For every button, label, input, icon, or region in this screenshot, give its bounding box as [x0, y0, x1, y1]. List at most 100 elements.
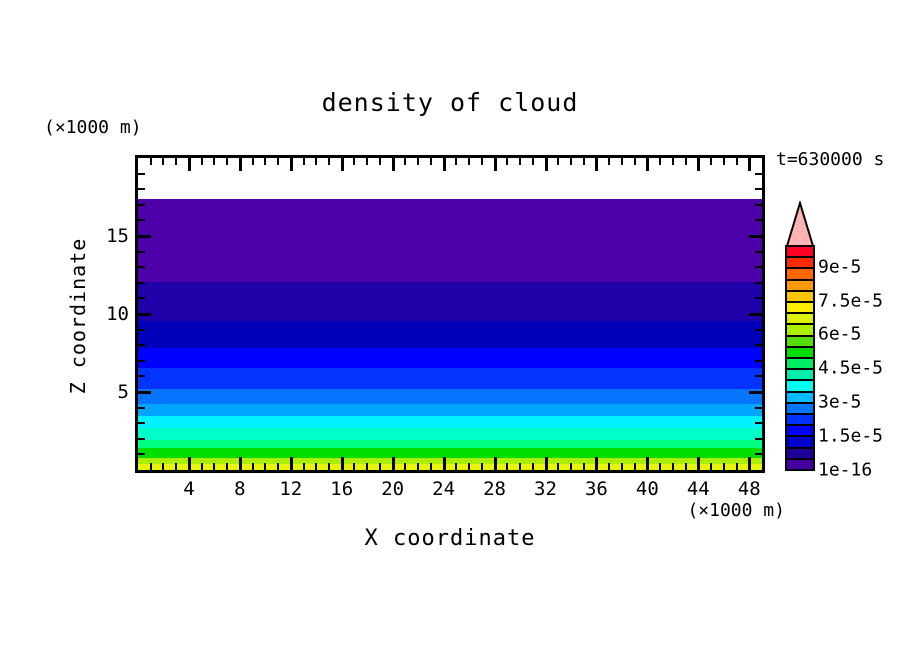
axis-tick	[442, 158, 446, 171]
colorbar-cell	[787, 401, 813, 414]
colorbar-cell	[787, 301, 813, 313]
y-tick-label: 5	[117, 381, 129, 403]
axis-tick	[175, 463, 178, 470]
axis-tick	[138, 359, 145, 362]
x-axis-unit-label: (×1000 m)	[687, 500, 785, 521]
axis-tick	[138, 281, 145, 284]
axis-tick	[755, 437, 762, 440]
contour-band	[138, 282, 762, 321]
axis-tick	[755, 406, 762, 409]
axis-tick	[226, 158, 229, 165]
axis-tick	[569, 463, 572, 470]
axis-tick	[277, 158, 280, 165]
colorbar-cell	[787, 247, 813, 257]
axis-tick	[684, 158, 687, 165]
colorbar-cell	[787, 413, 813, 425]
colorbar-cell	[787, 345, 813, 358]
axis-tick	[755, 172, 762, 175]
axis-tick	[506, 463, 509, 470]
x-tick-label: 36	[584, 478, 608, 500]
axis-tick	[468, 463, 471, 470]
axis-tick	[391, 457, 395, 470]
axis-tick	[608, 158, 611, 165]
colorbar-cell	[787, 267, 813, 279]
axis-tick	[378, 158, 381, 165]
x-tick-label: 16	[330, 478, 354, 500]
axis-tick	[378, 463, 381, 470]
axis-tick	[671, 463, 674, 470]
axis-tick	[531, 158, 534, 165]
axis-tick	[735, 158, 738, 165]
y-tick-label: 15	[106, 225, 129, 247]
axis-tick	[748, 158, 752, 171]
colorbar-cell	[787, 368, 813, 380]
axis-tick	[633, 463, 636, 470]
axis-tick	[659, 158, 662, 165]
axis-tick	[569, 158, 572, 165]
axis-tick	[748, 457, 752, 470]
axis-tick	[755, 453, 762, 456]
axis-tick	[404, 463, 407, 470]
axis-tick	[722, 463, 725, 470]
axis-tick	[455, 158, 458, 165]
axis-tick	[417, 463, 420, 470]
axis-tick	[697, 158, 701, 171]
y-tick-label: 10	[106, 303, 129, 325]
axis-tick	[187, 457, 191, 470]
axis-tick	[138, 328, 145, 331]
axis-tick	[328, 158, 331, 165]
x-axis-label: X coordinate	[364, 526, 536, 551]
colorbar-cell	[787, 312, 813, 324]
axis-tick	[138, 422, 145, 425]
axis-tick	[442, 457, 446, 470]
axis-tick	[582, 158, 585, 165]
axis-tick	[366, 158, 369, 165]
axis-tick	[755, 203, 762, 206]
axis-tick	[138, 375, 145, 378]
axis-tick	[213, 463, 216, 470]
colorbar-label: 9e-5	[818, 256, 862, 278]
axis-tick	[138, 250, 145, 253]
axis-tick	[755, 375, 762, 378]
axis-tick	[315, 463, 318, 470]
axis-tick	[620, 158, 623, 165]
x-tick-label: 24	[432, 478, 456, 500]
colorbar-cell	[787, 256, 813, 268]
colorbar-cell	[787, 278, 813, 290]
contour-band	[138, 367, 762, 389]
axis-tick	[646, 457, 650, 470]
axis-tick	[755, 281, 762, 284]
colorbar-label: 4.5e-5	[818, 357, 884, 379]
axis-tick	[755, 297, 762, 300]
contour-band	[138, 464, 762, 470]
contour-band	[138, 440, 762, 448]
colorbar-cell	[787, 289, 813, 302]
colorbar	[785, 245, 815, 471]
axis-tick	[238, 158, 242, 171]
axis-tick	[138, 297, 145, 300]
axis-tick	[480, 158, 483, 165]
axis-tick	[544, 457, 548, 470]
x-tick-label: 4	[183, 478, 195, 500]
axis-tick	[138, 188, 145, 191]
chart-title: density of cloud	[321, 88, 579, 117]
colorbar-label: 7.5e-5	[818, 290, 884, 311]
axis-ticks-layer	[138, 158, 762, 470]
contour-band	[138, 158, 762, 200]
axis-tick	[595, 158, 599, 171]
x-tick-label: 12	[279, 478, 303, 500]
colorbar-overflow-arrow-icon	[785, 201, 815, 247]
axis-tick	[391, 158, 395, 171]
contour-bands-layer	[138, 158, 762, 470]
axis-tick	[749, 391, 762, 394]
axis-tick	[138, 266, 145, 269]
x-tick-label: 8	[234, 478, 246, 500]
axis-tick	[149, 463, 152, 470]
axis-tick	[264, 158, 267, 165]
contour-band	[138, 199, 762, 283]
axis-tick	[213, 158, 216, 165]
colorbar-label: 1e-16	[818, 459, 873, 481]
time-annotation: t=630000 s	[776, 149, 885, 170]
axis-tick	[200, 158, 203, 165]
plot-area	[135, 155, 765, 473]
